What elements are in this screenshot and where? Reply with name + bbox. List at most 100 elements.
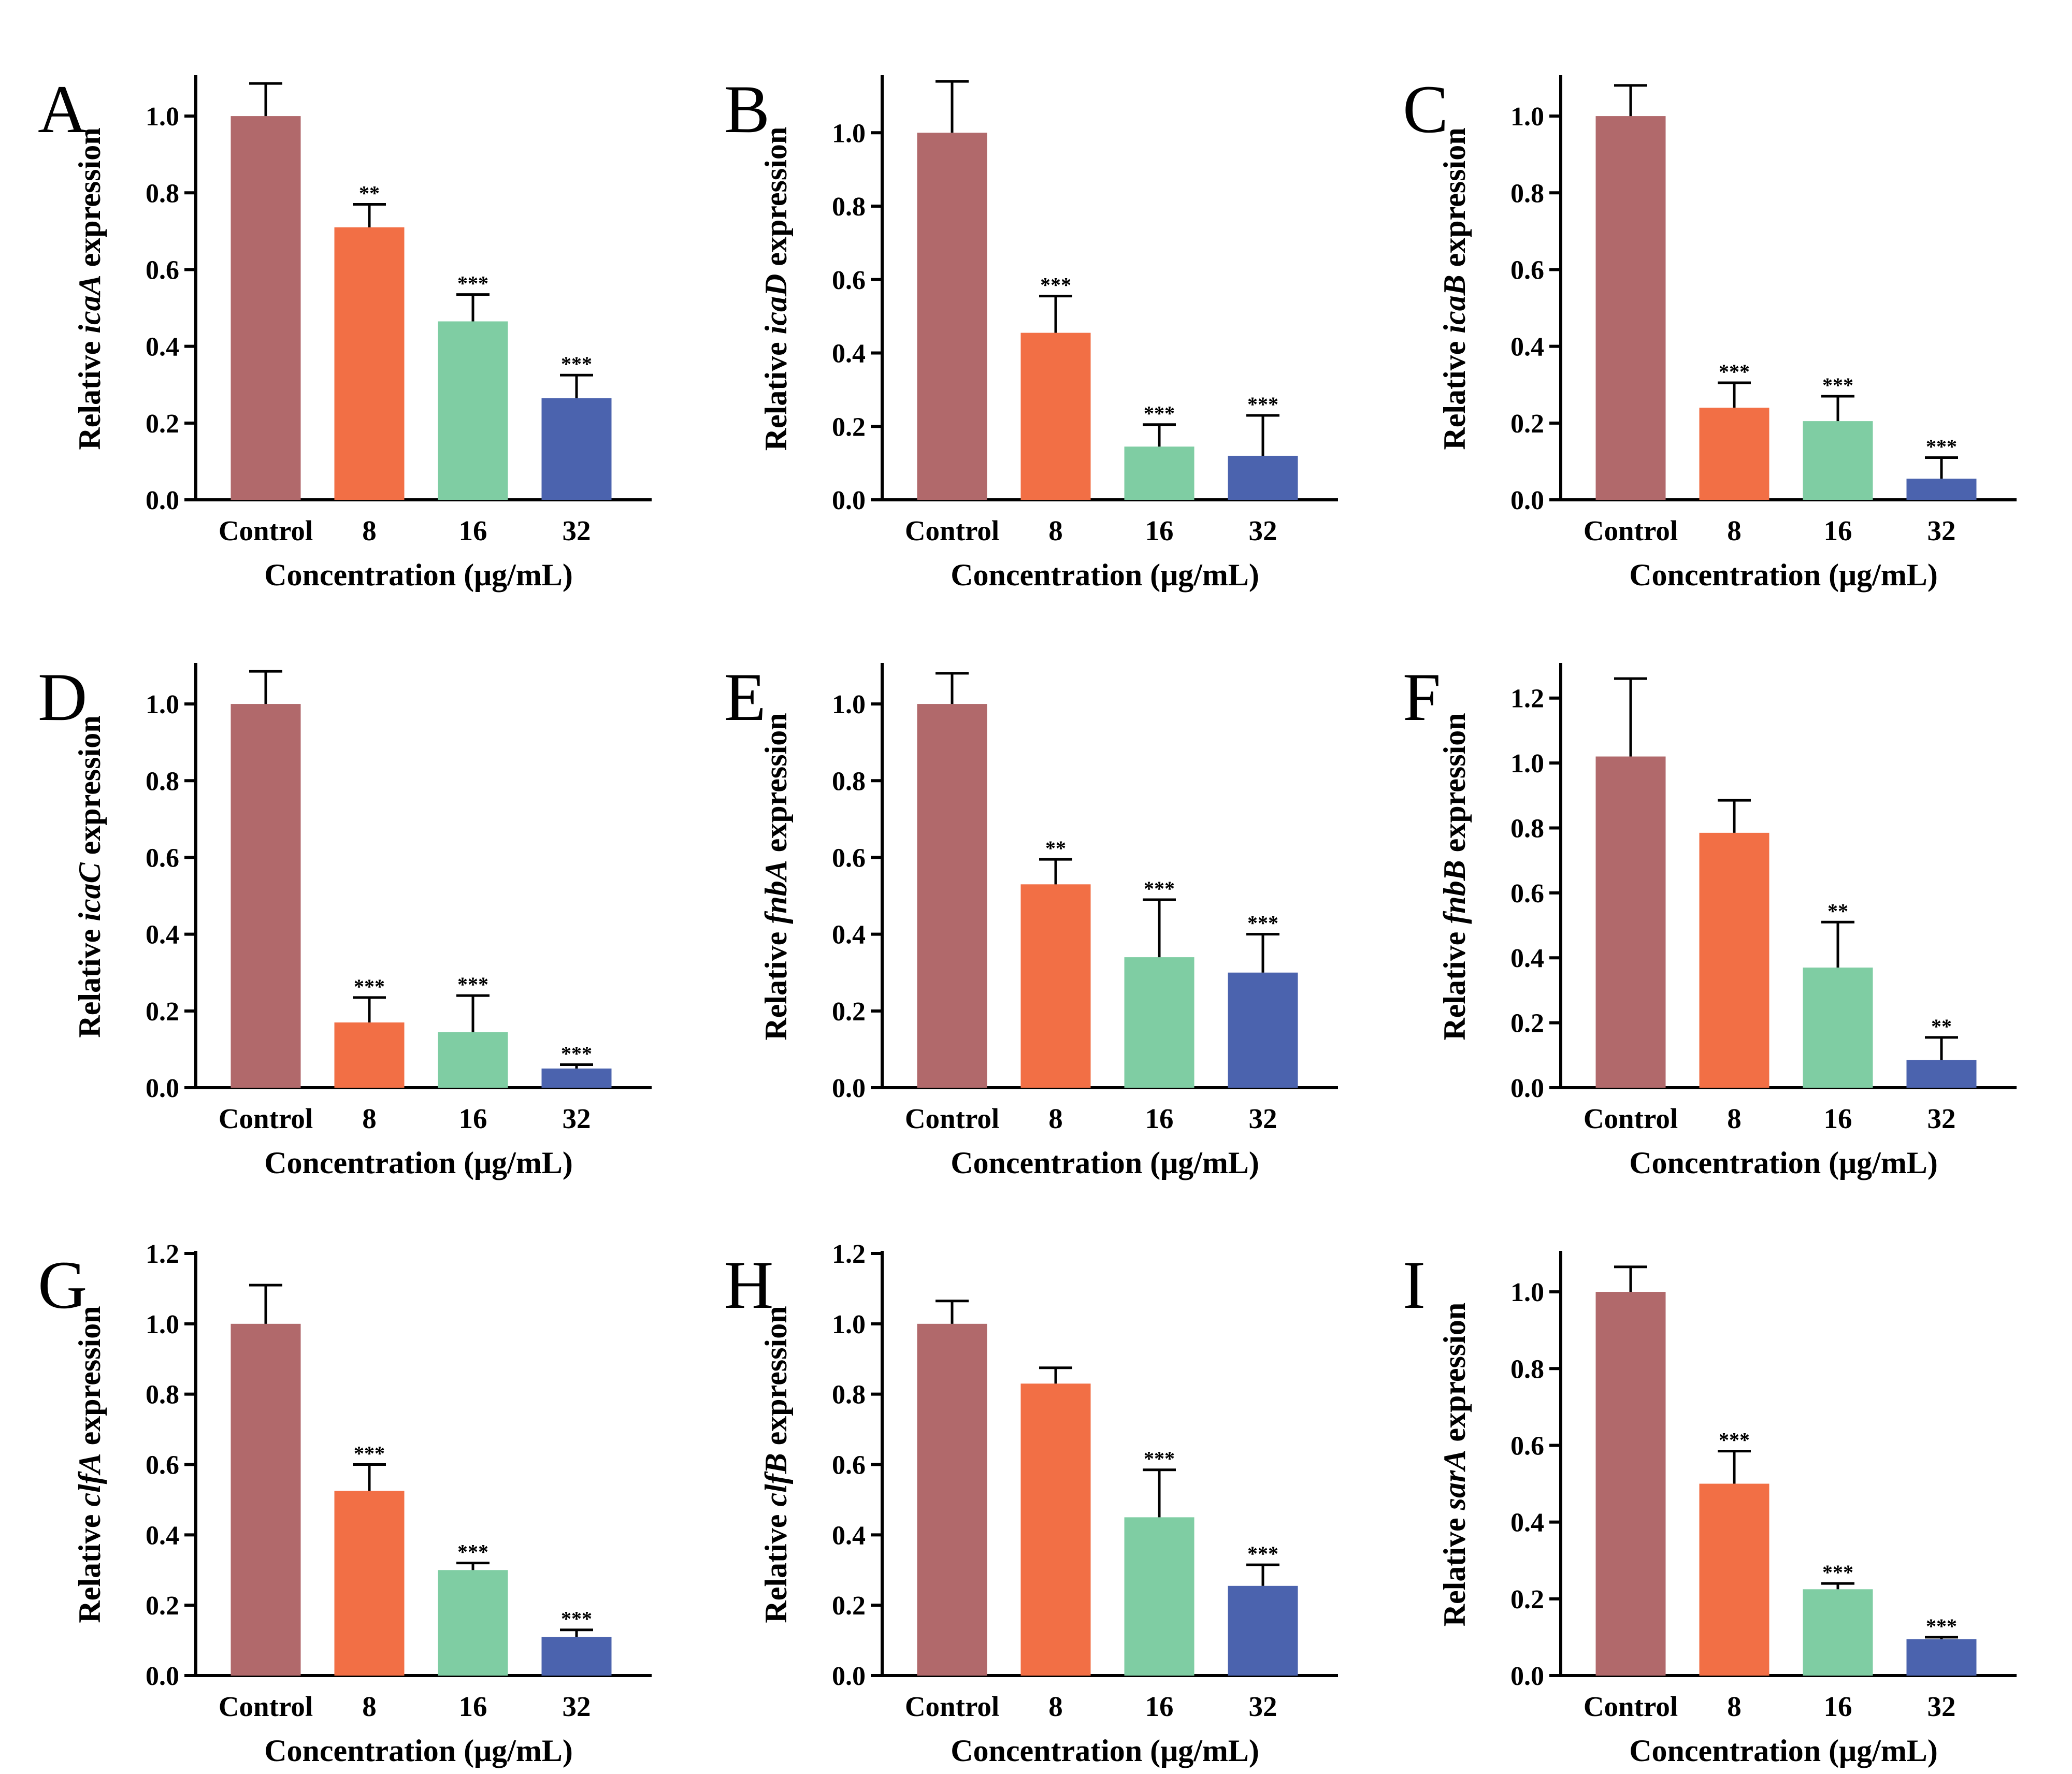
y-axis-title: Relative fnbA expression <box>759 713 793 1040</box>
significance-label: *** <box>1822 373 1853 397</box>
significance-label: *** <box>1144 877 1175 900</box>
y-tick-label: 0.6 <box>1510 255 1544 285</box>
y-tick-label: 0.8 <box>1510 179 1544 208</box>
category-label: Control <box>219 1691 313 1722</box>
y-axis-title-suffix: expression <box>73 127 107 275</box>
bar <box>1020 884 1091 1088</box>
bar <box>1906 479 1977 500</box>
panel-letter: H <box>724 1247 773 1323</box>
panel-letter: E <box>724 659 766 735</box>
y-axis-title-prefix: Relative <box>73 921 107 1038</box>
y-axis-title-gene: fnbA <box>759 860 793 924</box>
bar <box>1803 968 1873 1088</box>
category-label: Control <box>1584 515 1678 546</box>
y-axis-title-gene: icaC <box>73 862 107 921</box>
bar <box>1595 1292 1666 1676</box>
y-axis-title: Relative fnbB expression <box>1437 713 1472 1040</box>
y-tick-label: 0.4 <box>146 920 179 950</box>
y-tick-label: 0.2 <box>146 997 179 1027</box>
y-tick-label: 1.0 <box>1510 1278 1544 1307</box>
y-axis-title: Relative icaC expression <box>73 715 107 1037</box>
y-tick-label: 0.0 <box>832 486 866 515</box>
panel-b: B 0.0 0.2 0.4 0.6 0.8 1.0 Control *** 8 *** 16 *** 32… <box>724 71 1338 592</box>
bar <box>1124 446 1195 500</box>
bar <box>917 133 987 500</box>
y-axis-title-prefix: Relative <box>73 1507 107 1623</box>
y-tick-label: 1.0 <box>146 1310 179 1339</box>
bar <box>541 398 612 500</box>
category-label: 16 <box>1145 515 1174 546</box>
y-tick-label: 0.6 <box>146 1451 179 1480</box>
panel-letter: A <box>38 71 87 147</box>
y-axis-title-prefix: Relative <box>759 334 793 451</box>
bar <box>334 227 405 500</box>
category-label: 8 <box>362 515 377 546</box>
y-tick-label: 0.4 <box>832 339 866 369</box>
y-axis-title-prefix: Relative <box>1437 924 1472 1041</box>
bar <box>1803 421 1873 500</box>
y-tick-label: 0.4 <box>1510 333 1544 362</box>
y-tick-label: 0.0 <box>146 486 179 515</box>
y-tick-label: 0.2 <box>832 1591 866 1621</box>
y-axis-title-suffix: expression <box>1437 713 1472 860</box>
significance-label: *** <box>561 1042 592 1065</box>
significance-label: *** <box>1926 1614 1957 1638</box>
y-tick-label: 0.2 <box>1510 1009 1544 1039</box>
category-label: 8 <box>1048 1691 1063 1722</box>
bar <box>231 1323 301 1676</box>
panel-i: I 0.0 0.2 0.4 0.6 0.8 1.0 Control *** 8 *** 16 *** 32… <box>1403 1247 2017 1768</box>
category-label: 8 <box>1048 1103 1063 1134</box>
bar <box>1020 1383 1091 1676</box>
significance-label: ** <box>359 182 380 205</box>
y-axis-title-prefix: Relative <box>1437 334 1472 450</box>
y-tick-label: 0.6 <box>146 843 179 873</box>
significance-label: *** <box>561 1607 592 1631</box>
y-tick-label: 1.0 <box>832 690 866 719</box>
y-axis-title-gene: clfB <box>759 1453 793 1506</box>
y-axis-title: Relative icaA expression <box>73 127 107 450</box>
significance-label: *** <box>1247 1542 1278 1565</box>
category-label: 16 <box>1145 1691 1174 1722</box>
y-axis-title: Relative icaD expression <box>759 127 793 451</box>
y-axis-title-gene: icaD <box>759 274 793 335</box>
y-tick-label: 0.2 <box>1510 409 1544 439</box>
panel-c: C 0.0 0.2 0.4 0.6 0.8 1.0 Control *** 8 *** 16 *** 32… <box>1403 71 2017 592</box>
bar <box>438 1032 508 1088</box>
category-label: 32 <box>563 515 591 546</box>
y-tick-label: 0.6 <box>1510 1431 1544 1461</box>
panel-letter: C <box>1403 71 1448 147</box>
bar <box>1699 832 1769 1088</box>
y-tick-label: 0.8 <box>146 767 179 796</box>
category-label: 32 <box>1927 1691 1956 1722</box>
y-tick-label: 0.6 <box>1510 879 1544 908</box>
significance-label: ** <box>1931 1015 1952 1038</box>
y-tick-label: 0.6 <box>832 266 866 295</box>
category-label: 32 <box>1927 515 1956 546</box>
x-axis-title: Concentration (μg/mL) <box>951 1734 1259 1768</box>
y-axis-title-suffix: expression <box>73 1306 107 1453</box>
bar <box>438 1570 508 1676</box>
bar <box>231 704 301 1088</box>
significance-label: *** <box>1719 1429 1750 1452</box>
panel-g: G 0.0 0.2 0.4 0.6 0.8 1.0 1.2 Control *** 8 *** 16 **… <box>38 1239 652 1768</box>
significance-label: *** <box>1247 393 1278 416</box>
y-tick-label: 1.0 <box>1510 749 1544 778</box>
bar <box>1906 1639 1977 1676</box>
y-axis-title-prefix: Relative <box>73 334 107 450</box>
y-tick-label: 0.0 <box>832 1074 866 1103</box>
bar <box>334 1491 405 1676</box>
category-label: 8 <box>1727 1691 1742 1722</box>
y-axis-title-suffix: expression <box>73 715 107 862</box>
y-tick-label: 1.2 <box>832 1239 866 1269</box>
significance-label: *** <box>1247 912 1278 935</box>
y-tick-label: 0.8 <box>1510 814 1544 843</box>
y-tick-label: 0.4 <box>146 333 179 362</box>
category-label: 32 <box>563 1103 591 1134</box>
category-label: 8 <box>1048 515 1063 546</box>
y-tick-label: 0.0 <box>146 1074 179 1103</box>
significance-label: *** <box>1040 273 1071 297</box>
y-tick-label: 1.0 <box>146 690 179 719</box>
y-tick-label: 1.0 <box>832 1310 866 1339</box>
category-label: 8 <box>1727 1103 1742 1134</box>
significance-label: *** <box>1822 1561 1853 1584</box>
